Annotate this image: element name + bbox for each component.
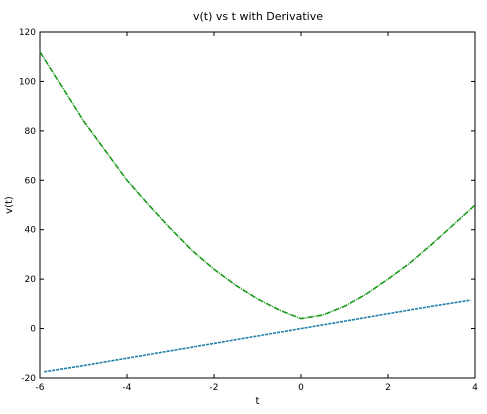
x-tick-label: 0 bbox=[298, 383, 304, 393]
y-tick-label: 60 bbox=[25, 176, 37, 186]
y-tick-label: 20 bbox=[25, 275, 37, 285]
y-axis-ticks: -20 0 20 40 60 80 100 120 bbox=[19, 28, 475, 384]
series-layer bbox=[39, 51, 476, 373]
x-tick-label: -4 bbox=[123, 383, 132, 393]
y-axis-label: v(t) bbox=[4, 196, 15, 214]
plot-area-frame bbox=[39, 31, 476, 379]
series-line-2 bbox=[44, 299, 471, 373]
chart-title: v(t) vs t with Derivative bbox=[193, 10, 323, 23]
y-tick-label: 120 bbox=[19, 28, 36, 38]
x-axis-ticks: -6 -4 -2 0 2 4 bbox=[36, 32, 478, 393]
y-tick-label: 40 bbox=[25, 226, 37, 236]
y-tick-label: 80 bbox=[25, 127, 37, 137]
x-tick-label: 2 bbox=[385, 383, 391, 393]
x-tick-label: -2 bbox=[210, 383, 219, 393]
x-axis-label: t bbox=[256, 396, 260, 407]
x-tick-label: -6 bbox=[36, 383, 45, 393]
y-tick-label: -20 bbox=[21, 374, 36, 384]
series-line-1 bbox=[39, 51, 476, 320]
y-tick-label: 0 bbox=[30, 325, 36, 335]
x-tick-label: 4 bbox=[472, 383, 478, 393]
y-tick-label: 100 bbox=[19, 77, 36, 87]
